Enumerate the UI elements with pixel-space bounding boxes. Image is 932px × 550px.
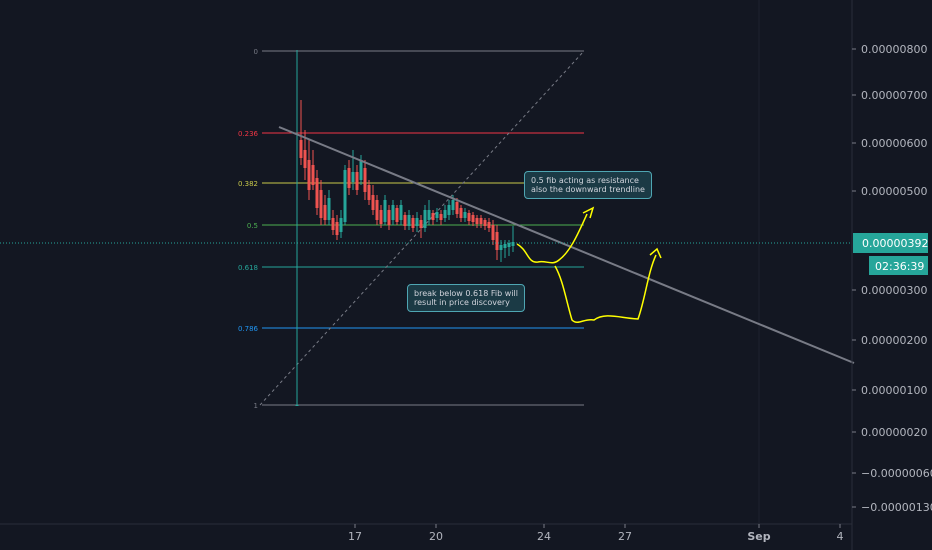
candle-body — [471, 215, 475, 222]
candle-body — [399, 205, 403, 220]
candle-body — [323, 205, 327, 220]
last-price-tag — [853, 233, 928, 253]
candle-body — [367, 185, 371, 200]
annotation-resistance-line-2: also the downward trendline — [531, 185, 645, 194]
candle-body — [331, 218, 335, 230]
time-tick-label: Sep — [747, 530, 770, 543]
candle-body — [387, 210, 391, 225]
candle-body — [475, 218, 479, 224]
candle-body — [435, 212, 439, 218]
candle-body — [327, 198, 331, 220]
candle-body — [403, 215, 407, 226]
price-tick-label: −0.00000130 — [861, 501, 932, 514]
candle-body — [411, 218, 415, 228]
price-tick-label: 0.00000600 — [861, 137, 927, 150]
candle-body — [415, 218, 419, 226]
time-tick-label: 24 — [537, 530, 551, 543]
candle-body — [443, 210, 447, 218]
projection-arrow-lower — [649, 247, 662, 259]
projection-path-lower — [554, 254, 657, 323]
candle-body — [507, 243, 511, 247]
countdown-label: 02:36:39 — [875, 260, 924, 273]
candle-body — [391, 205, 395, 220]
candle-body — [375, 200, 379, 220]
candle-body — [295, 405, 299, 406]
fib-level-label: 0 — [254, 48, 258, 56]
price-tick-label: 0.00000200 — [861, 334, 927, 347]
candle-body — [307, 160, 311, 190]
projection-arrow-upper — [582, 206, 595, 219]
time-tick-label: 17 — [348, 530, 362, 543]
last-price-label: 0.00000392 — [862, 237, 928, 250]
candle-body — [379, 210, 383, 224]
candle-body — [355, 172, 359, 190]
downward-trendline[interactable] — [278, 126, 855, 364]
price-tick-label: 0.00000100 — [861, 384, 927, 397]
annotation-breakdown-line-1: break below 0.618 Fib will — [414, 289, 518, 298]
fib-level-label: 0.5 — [247, 222, 258, 230]
fib-level-label: 0.618 — [238, 264, 258, 272]
candle-body — [423, 210, 427, 228]
candle-body — [459, 208, 463, 218]
candle-body — [447, 205, 451, 215]
candle-body — [479, 218, 483, 224]
time-tick-label: 27 — [618, 530, 632, 543]
candle-body — [299, 140, 303, 158]
candle-body — [395, 208, 399, 222]
annotation-breakdown-callout[interactable]: break below 0.618 Fib will result in pri… — [407, 284, 525, 312]
candle-body — [419, 220, 423, 228]
price-tick-label: 0.00000300 — [861, 284, 927, 297]
candle-body — [427, 210, 431, 220]
price-tick-label: 0.00000020 — [861, 426, 927, 439]
candles — [295, 50, 515, 406]
time-axis[interactable]: 17 20 24 27 Sep 4 — [0, 523, 852, 543]
candle-body — [431, 213, 435, 220]
fib-level-label: 0.236 — [238, 130, 259, 138]
candle-body — [363, 168, 367, 192]
fib-level-label: 1 — [254, 402, 258, 410]
candle-body — [347, 168, 351, 188]
candle-body — [315, 178, 319, 208]
candle-body — [451, 200, 455, 210]
candle-body — [483, 220, 487, 226]
time-tick-label: 20 — [429, 530, 443, 543]
candle-body — [499, 245, 503, 250]
candle-body — [503, 244, 507, 248]
price-axis[interactable]: 0.00000800 0.00000700 0.00000600 0.00000500… — [851, 0, 932, 550]
candle-body — [487, 222, 491, 228]
projection-path-upper — [516, 213, 588, 264]
price-tick-label: 0.00000500 — [861, 185, 927, 198]
candle-body — [371, 195, 375, 210]
candle-body — [383, 200, 387, 222]
candle-body — [439, 214, 443, 220]
fib-level-label: 0.382 — [238, 180, 258, 188]
time-tick-label: 4 — [837, 530, 844, 543]
candle-body — [467, 213, 471, 221]
candle-body — [407, 215, 411, 226]
candle-body — [335, 222, 339, 235]
candle-body — [303, 150, 307, 168]
candle-body — [319, 190, 323, 218]
candle-body — [491, 225, 495, 240]
candle-body — [339, 218, 343, 232]
annotation-resistance-line-1: 0.5 fib acting as resistance — [531, 176, 639, 185]
price-tick-label: 0.00000800 — [861, 43, 927, 56]
candle-body — [343, 170, 347, 222]
candle-body — [351, 172, 355, 182]
candle-body — [359, 160, 363, 180]
candle-body — [463, 212, 467, 218]
candle-body — [455, 202, 459, 214]
fib-diagonal-line — [259, 50, 585, 406]
fib-level-label: 0.786 — [238, 325, 259, 333]
countdown-tag — [869, 256, 928, 275]
candle-body — [495, 232, 499, 250]
candle-body — [511, 242, 515, 246]
annotation-resistance-callout[interactable]: 0.5 fib acting as resistance also the do… — [524, 171, 652, 199]
annotation-breakdown-line-2: result in price discovery — [414, 298, 510, 307]
price-tick-label: −0.00000060 — [861, 467, 932, 480]
fib-retracement[interactable]: 0 0.236 0.382 0.5 0.618 0.786 1 — [238, 48, 584, 410]
candle-body — [311, 165, 315, 185]
price-tick-label: 0.00000700 — [861, 89, 927, 102]
